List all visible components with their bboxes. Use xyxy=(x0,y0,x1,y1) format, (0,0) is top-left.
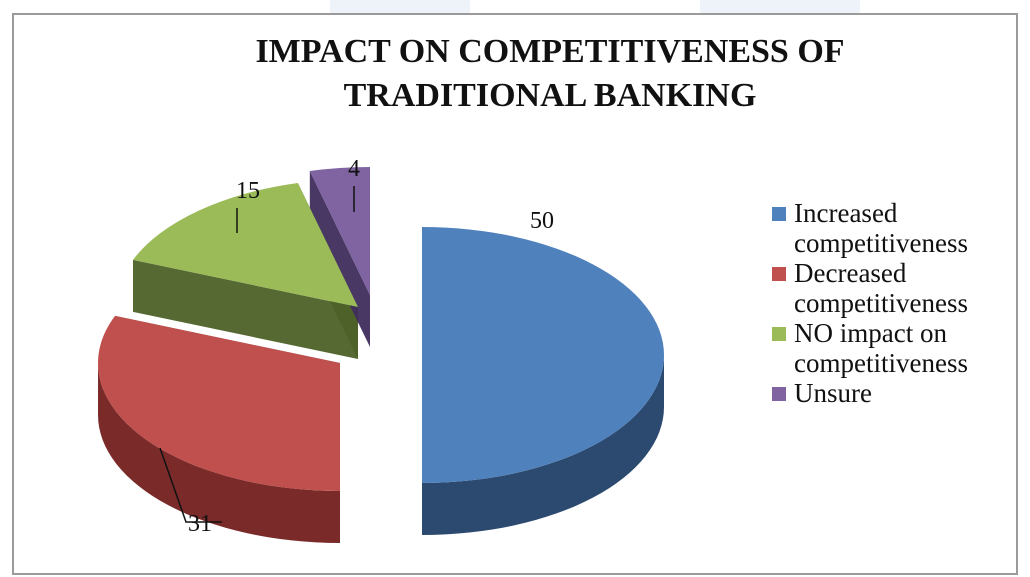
slice-increased-wall xyxy=(422,355,664,535)
legend-item-increased-label-line: Increased xyxy=(794,198,898,228)
data-label-increased: 50 xyxy=(530,208,554,234)
legend-item-unsure-label-line: Unsure xyxy=(794,378,872,408)
legend-item-no-impact-label-line: NO impact on xyxy=(794,318,947,348)
legend-item-decreased-label-line: competitiveness xyxy=(794,288,968,318)
data-label-decreased-leader xyxy=(159,447,222,523)
slice-decreased-wall xyxy=(98,363,340,543)
chart-title-line-2: TRADITIONAL BANKING xyxy=(343,77,757,114)
slice-decreased xyxy=(97,315,340,491)
legend-item-no-impact-label-line: competitiveness xyxy=(794,348,968,378)
chart-title-line-1: IMPACT ON COMPETITIVENESS OF xyxy=(255,33,845,70)
data-label-unsure: 4 xyxy=(348,156,360,182)
data-label-decreased: 31 xyxy=(188,511,212,537)
slice-unsure xyxy=(309,167,370,295)
legend-item-decreased-label-line: Decreased xyxy=(794,258,907,288)
legend-item-increased-swatch xyxy=(772,207,786,221)
legend-item-decreased: Decreased competitiveness xyxy=(772,258,1012,318)
data-labels: 50 31 15 4 xyxy=(159,156,554,537)
legend-item-increased-label-line: competitiveness xyxy=(794,228,968,258)
legend-item-no-impact: NO impact on competitiveness xyxy=(772,318,1012,378)
pie-tops xyxy=(97,167,664,491)
legend-item-unsure-swatch xyxy=(772,387,786,401)
slice-increased xyxy=(422,227,664,483)
slice-no-impact xyxy=(132,183,358,307)
legend-item-unsure: Unsure xyxy=(772,378,1012,408)
slice-no-impact-face-0 xyxy=(132,259,358,359)
legend-item-decreased-swatch xyxy=(772,267,786,281)
data-label-no-impact: 15 xyxy=(236,178,260,204)
legend-item-increased: Increased competitiveness xyxy=(772,198,1012,258)
legend-item-no-impact-swatch xyxy=(772,327,786,341)
legend: Increased competitiveness Decreased competi… xyxy=(772,198,1012,408)
chart-title: IMPACT ON COMPETITIVENESS OF TRADITIONAL… xyxy=(0,30,1030,118)
